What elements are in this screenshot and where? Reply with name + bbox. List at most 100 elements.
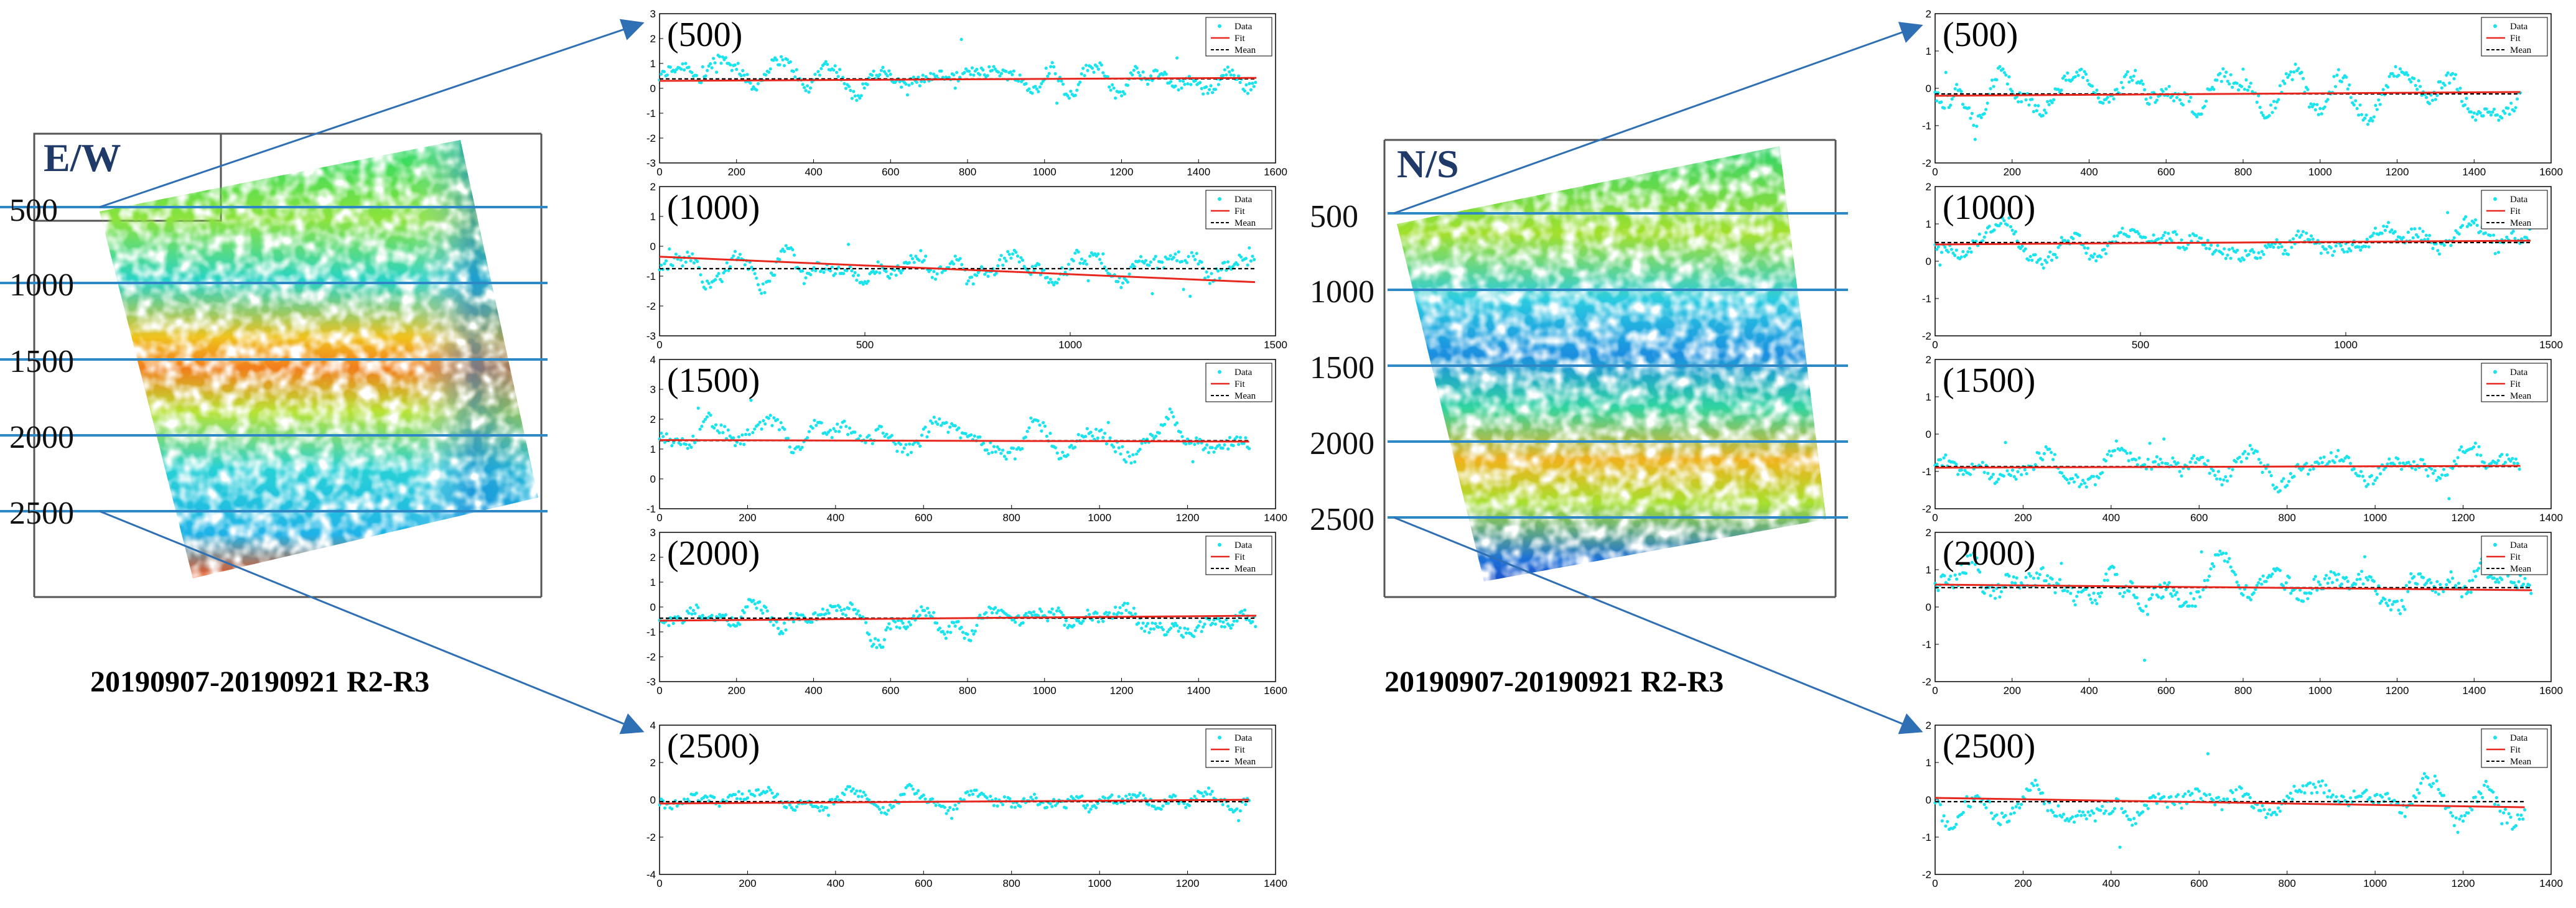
y-tick-label: -3 bbox=[646, 157, 656, 169]
data-point bbox=[2200, 112, 2203, 116]
data-point bbox=[2225, 797, 2229, 801]
data-point bbox=[1198, 620, 1202, 624]
data-point bbox=[2259, 256, 2262, 260]
data-point bbox=[2335, 578, 2339, 582]
data-point bbox=[1175, 624, 1179, 628]
data-point bbox=[981, 442, 986, 445]
data-point bbox=[1968, 805, 1972, 808]
data-point bbox=[1083, 259, 1087, 263]
data-point bbox=[2481, 114, 2485, 118]
data-point bbox=[938, 417, 941, 421]
data-point bbox=[2144, 467, 2149, 471]
data-point bbox=[1124, 460, 1128, 464]
data-point bbox=[1057, 277, 1061, 281]
data-point bbox=[882, 638, 886, 642]
data-point bbox=[2024, 98, 2028, 102]
data-point bbox=[2334, 244, 2338, 248]
data-point bbox=[1129, 461, 1133, 465]
data-point bbox=[2516, 813, 2519, 817]
data-point bbox=[1138, 73, 1142, 78]
data-point bbox=[1961, 249, 1965, 254]
data-point bbox=[1040, 609, 1043, 613]
data-point bbox=[1101, 71, 1105, 75]
data-point bbox=[2514, 106, 2518, 109]
ew-row-label-2500: 2500 bbox=[9, 496, 74, 531]
data-point bbox=[1164, 72, 1168, 76]
data-point bbox=[2241, 67, 2245, 71]
data-point bbox=[712, 795, 716, 799]
data-point bbox=[701, 280, 704, 284]
data-point bbox=[2289, 791, 2292, 795]
data-point bbox=[1119, 94, 1124, 98]
data-point bbox=[1089, 807, 1093, 811]
data-point bbox=[2093, 819, 2097, 823]
data-point bbox=[2209, 567, 2213, 571]
data-point bbox=[2509, 101, 2513, 105]
data-point bbox=[2481, 795, 2485, 799]
data-point bbox=[864, 621, 868, 624]
data-point bbox=[894, 442, 897, 446]
data-point bbox=[767, 70, 771, 74]
data-point bbox=[2421, 576, 2425, 580]
data-point bbox=[742, 73, 746, 77]
data-point bbox=[1970, 560, 1974, 564]
data-point bbox=[2206, 578, 2210, 582]
data-point bbox=[2409, 572, 2413, 576]
data-point bbox=[876, 427, 880, 431]
data-point bbox=[2246, 792, 2251, 797]
data-point bbox=[1053, 446, 1058, 450]
data-point bbox=[2238, 455, 2241, 459]
data-point bbox=[1953, 825, 1956, 829]
data-point bbox=[2134, 458, 2138, 462]
data-point bbox=[2281, 584, 2285, 588]
data-point bbox=[2340, 80, 2343, 83]
data-point bbox=[2313, 575, 2317, 578]
data-point bbox=[2375, 592, 2379, 596]
y-tick-label: 1 bbox=[650, 577, 656, 588]
data-point bbox=[2267, 808, 2272, 812]
data-point bbox=[2341, 459, 2345, 463]
data-point bbox=[2242, 258, 2246, 262]
data-point bbox=[1126, 280, 1129, 284]
data-point bbox=[1943, 245, 1947, 249]
data-point bbox=[923, 797, 927, 801]
data-point bbox=[883, 435, 887, 438]
data-point bbox=[2417, 79, 2420, 83]
data-point bbox=[887, 622, 891, 626]
data-point bbox=[909, 450, 913, 455]
data-point bbox=[2024, 575, 2028, 579]
data-point bbox=[724, 269, 727, 272]
data-point bbox=[2056, 246, 2060, 249]
data-point bbox=[2342, 250, 2346, 254]
data-point bbox=[2256, 450, 2259, 453]
data-point bbox=[2148, 442, 2152, 445]
data-point bbox=[2305, 461, 2308, 465]
data-point bbox=[1114, 96, 1118, 100]
y-tick-label: 1 bbox=[1926, 564, 1931, 576]
data-point bbox=[2492, 576, 2496, 580]
data-point bbox=[1177, 88, 1180, 92]
data-point bbox=[2072, 480, 2076, 484]
data-point bbox=[2153, 795, 2157, 799]
data-point bbox=[1049, 65, 1053, 68]
data-point bbox=[705, 795, 709, 799]
data-point bbox=[2020, 802, 2023, 807]
data-point bbox=[2361, 582, 2365, 586]
data-point bbox=[781, 631, 785, 636]
data-point bbox=[2347, 456, 2351, 460]
data-point bbox=[1959, 90, 1963, 93]
data-point bbox=[681, 62, 684, 66]
data-point bbox=[1013, 805, 1017, 809]
x-tick-label: 1600 bbox=[1264, 685, 1287, 697]
data-point bbox=[904, 443, 908, 447]
data-point bbox=[788, 445, 791, 449]
data-point bbox=[706, 68, 709, 72]
data-point bbox=[1209, 84, 1213, 88]
data-point bbox=[2200, 236, 2203, 240]
data-point bbox=[2357, 572, 2361, 577]
data-point bbox=[833, 605, 837, 608]
data-point bbox=[2289, 591, 2293, 595]
data-point bbox=[1946, 820, 1949, 823]
